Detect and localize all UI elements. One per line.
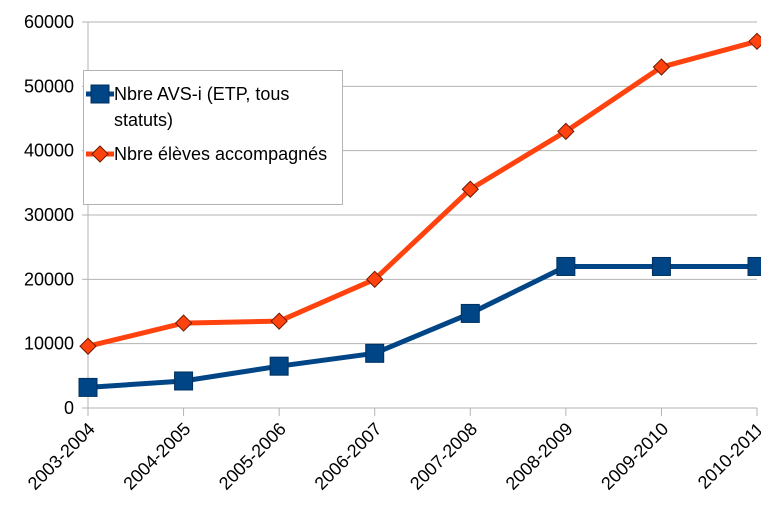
x-tick-label: 2007-2008 xyxy=(406,419,481,494)
point xyxy=(556,256,576,276)
legend-label: Nbre élèves ac­compagnés xyxy=(114,144,328,164)
point xyxy=(747,256,761,276)
series-line xyxy=(87,38,758,349)
x-tick-label: 2008-2009 xyxy=(502,419,577,494)
x-tick-label: 2010-2011 xyxy=(694,419,761,493)
point xyxy=(557,122,575,141)
point xyxy=(651,256,671,276)
point xyxy=(269,356,289,376)
point xyxy=(79,337,97,355)
y-tick-label: 60000 xyxy=(24,12,74,32)
x-tick-label: 2009-2010 xyxy=(597,419,672,494)
point xyxy=(174,314,193,332)
y-tick-label: 30000 xyxy=(24,205,74,225)
point xyxy=(460,303,480,323)
point xyxy=(652,58,671,76)
point xyxy=(366,270,384,289)
point xyxy=(365,343,385,363)
point xyxy=(78,377,98,397)
point xyxy=(174,371,194,391)
x-tick-label: 2005-2006 xyxy=(215,419,290,494)
point xyxy=(270,312,288,330)
x-tick-label: 2004-2005 xyxy=(119,419,194,494)
x-tick-label: 2003-2004 xyxy=(24,419,99,494)
y-tick-label: 50000 xyxy=(24,76,74,96)
y-tick-label: 40000 xyxy=(24,141,74,161)
y-tick-label: 10000 xyxy=(24,334,74,354)
legend-symbol xyxy=(91,145,109,163)
y-tick-label: 0 xyxy=(64,398,74,418)
point xyxy=(748,32,761,51)
legend-symbol xyxy=(90,84,110,104)
legend-label: Nbre AVS-i (ETP, tous statuts) xyxy=(114,84,290,130)
series-line xyxy=(87,263,757,390)
legend-marker xyxy=(86,145,114,163)
y-tick-label: 20000 xyxy=(24,269,74,289)
point xyxy=(461,180,479,198)
legend: Nbre AVS-i (ETP, tous statuts) Nbre élève… xyxy=(83,70,343,205)
legend-marker xyxy=(86,84,114,104)
x-tick-label: 2006-2007 xyxy=(311,419,386,494)
